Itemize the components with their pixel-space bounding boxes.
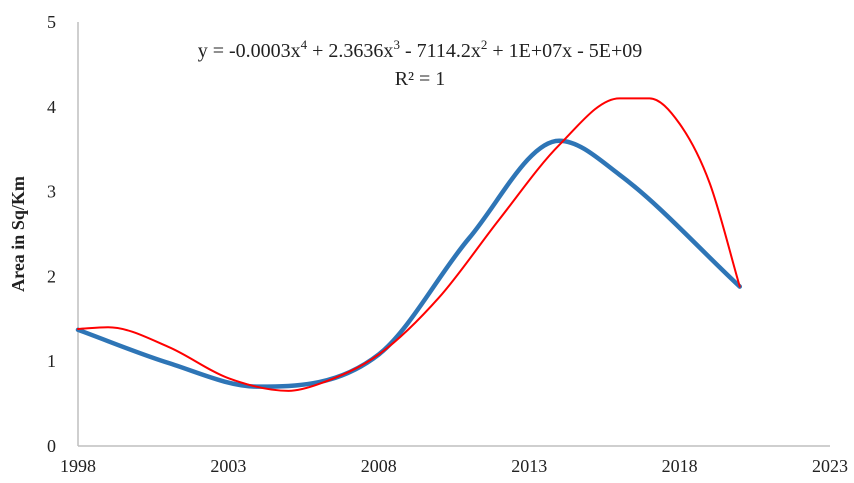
equation-part-4: + 1E+07x - 5E+09 <box>487 40 642 62</box>
y-axis-title: Area in Sq/Km <box>8 176 28 292</box>
y-tick-label: 3 <box>47 182 56 202</box>
x-tick-label: 2013 <box>511 456 547 476</box>
equation-exponent-1: 4 <box>301 37 308 52</box>
y-tick-label: 5 <box>47 12 56 32</box>
y-tick-label: 4 <box>47 97 56 117</box>
series-lines <box>75 97 743 392</box>
equation-exponent-3: 2 <box>481 37 488 52</box>
tick-labels: 1998 2003 2008 2013 2018 2023 0 1 2 3 4 5 <box>47 12 848 476</box>
y-tick-label: 2 <box>47 266 56 286</box>
r-squared-label: R² = 1 <box>395 68 446 90</box>
axes <box>77 22 830 447</box>
x-tick-label: 2018 <box>662 456 698 476</box>
y-tick-label: 0 <box>47 436 56 456</box>
x-tick-label: 1998 <box>60 456 96 476</box>
equation-part-3: - 7114.2x <box>400 40 481 62</box>
polynomial-trendline <box>77 97 741 392</box>
equation-part-1: y = -0.0003x <box>198 40 301 62</box>
x-tick-label: 2003 <box>210 456 246 476</box>
area-series-line <box>75 138 743 389</box>
trendline-equation: y = -0.0003x4 + 2.3636x3 - 7114.2x2 + 1E… <box>198 37 643 62</box>
x-tick-label: 2008 <box>361 456 397 476</box>
x-tick-label: 2023 <box>812 456 848 476</box>
y-tick-label: 1 <box>47 351 56 371</box>
equation-part-2: + 2.3636x <box>307 40 393 62</box>
equation-exponent-2: 3 <box>393 37 400 52</box>
